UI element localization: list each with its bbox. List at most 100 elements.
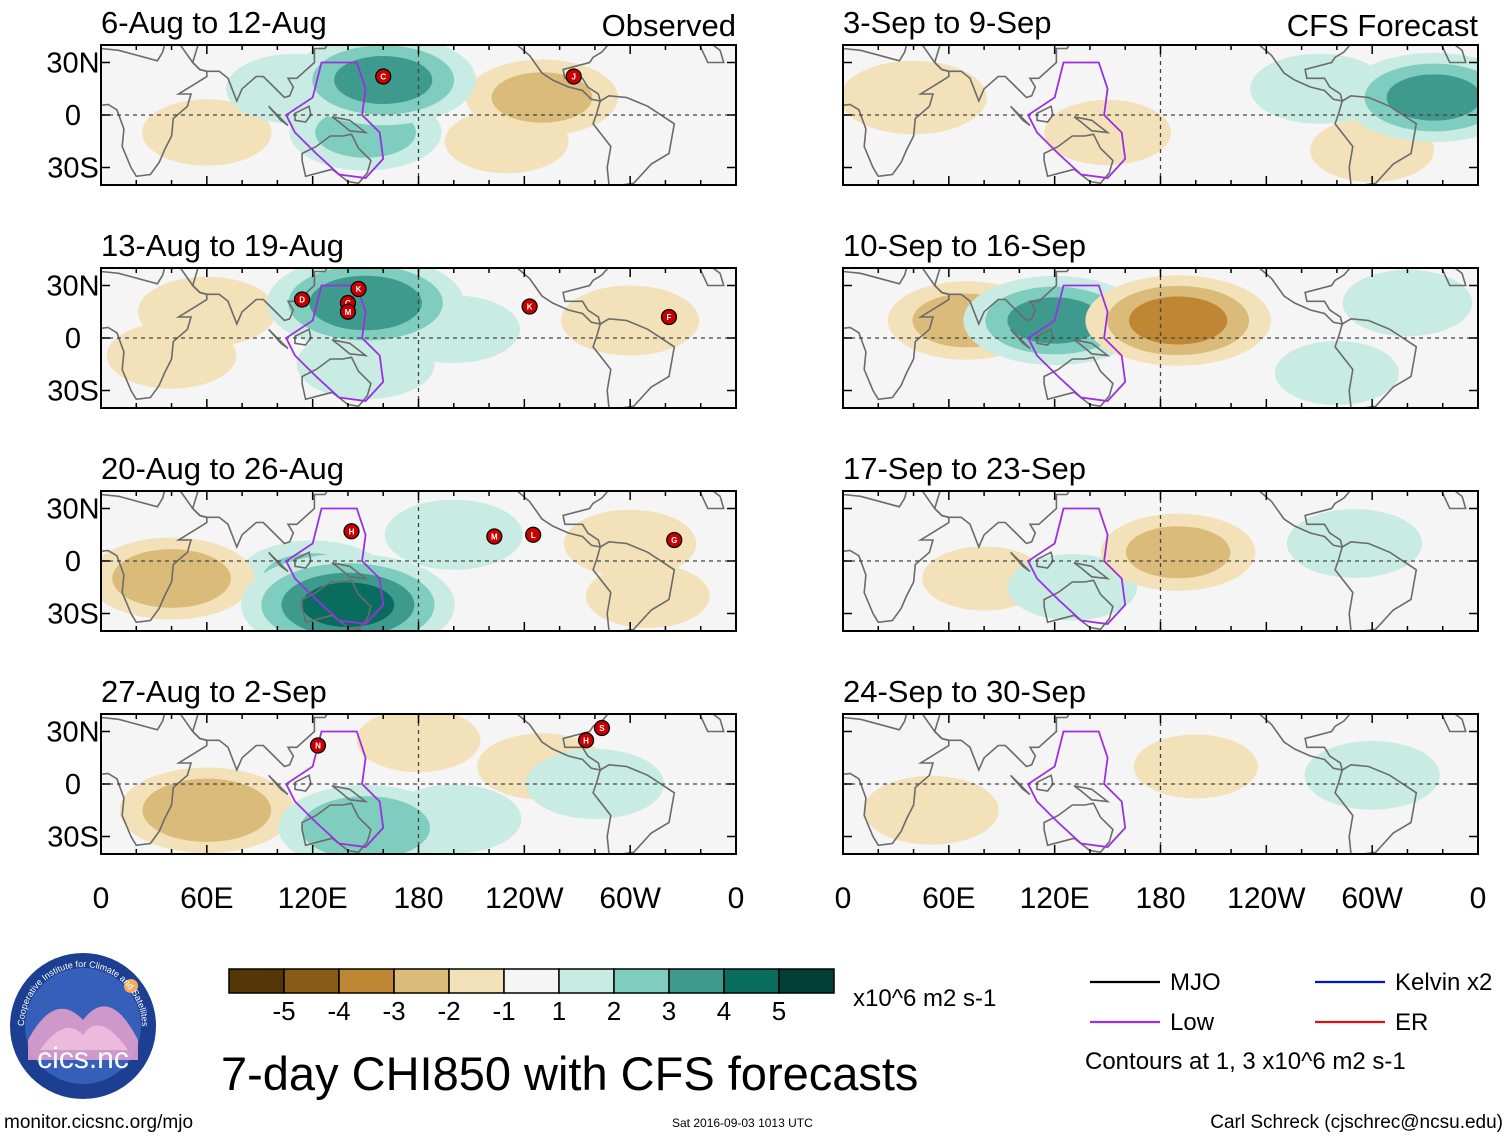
storm-marker: M: [486, 528, 503, 545]
anomaly-contour: [1007, 554, 1138, 621]
panel-title: 10-Sep to 16-Sep: [843, 228, 1086, 263]
storm-marker: L: [525, 526, 542, 543]
x-axis-labels: 0 60E 120E 180 120W 60W 0 0 60E 120E 180 120W 60W 0: [93, 882, 1487, 915]
storm-label: H: [583, 736, 589, 745]
anomaly-contour: [491, 72, 593, 123]
coastline: [1036, 551, 1054, 569]
legend-entry: MJO: [1090, 969, 1221, 996]
colorbar-swatch: [448, 968, 505, 994]
panel-title: 20-Aug to 26-Aug: [101, 451, 344, 486]
colorbar-swatch: [338, 968, 395, 994]
colorbar-swatch: [228, 968, 285, 994]
anomaly-contour: [1286, 509, 1423, 578]
colorbar-tick-label: -1: [492, 996, 515, 1026]
coastline: [1440, 268, 1467, 287]
coastline: [843, 45, 950, 178]
anomaly-contour: [356, 714, 481, 773]
anomaly-contour: [1133, 734, 1258, 799]
map-panel-left-3: 27-Aug to 2-Sep N H S 30N 0 30S: [46, 674, 737, 855]
storm-marker: M: [339, 303, 357, 320]
low-contour: [1027, 507, 1127, 625]
y-tick-label: 30S: [47, 599, 99, 631]
coastline: [294, 105, 312, 123]
coastline: [933, 45, 1071, 104]
storm-label: M: [345, 308, 352, 317]
coastline: [843, 491, 950, 624]
coastline: [331, 562, 369, 580]
map-panel-right-3: 24-Sep to 30-Sep: [842, 674, 1479, 855]
map-panel-right-2: 17-Sep to 23-Sep: [842, 451, 1479, 632]
coastline: [301, 133, 372, 185]
anomaly-contour: [1125, 526, 1231, 579]
panel-title: 6-Aug to 12-Aug: [101, 5, 327, 40]
storm-marker: G: [666, 531, 683, 549]
anomaly-contour: [863, 775, 999, 845]
legend-entry: Kelvin x2: [1315, 969, 1492, 996]
column-label-forecast: CFS Forecast: [1287, 8, 1479, 43]
storm-marker: S: [593, 719, 611, 737]
storm-marker: N: [309, 737, 327, 754]
colorbar-tick-label: -4: [327, 996, 350, 1026]
coastline: [1036, 105, 1054, 123]
coastline: [294, 551, 312, 569]
site-url: monitor.cicsnc.org/mjo: [4, 1112, 193, 1133]
coastline: [331, 116, 369, 134]
coastline: [301, 356, 372, 408]
colorbar-tick-label: 5: [772, 996, 786, 1026]
low-contour: [285, 61, 385, 179]
panel-title: 3-Sep to 9-Sep: [843, 5, 1052, 40]
storm-label: L: [531, 531, 536, 540]
coastline: [1440, 714, 1467, 733]
coastline: [843, 268, 950, 401]
colorbar-swatch: [283, 968, 340, 994]
coastline: [101, 491, 208, 624]
coastline: [1440, 45, 1467, 64]
storm-label: N: [315, 742, 321, 751]
colorbar-swatch: [723, 968, 780, 994]
coastline: [1334, 540, 1418, 631]
anomaly-contour: [142, 778, 272, 842]
coastline: [1009, 551, 1031, 573]
low-contour: [1027, 730, 1127, 848]
panel-title: 27-Aug to 2-Sep: [101, 674, 327, 709]
storm-label: J: [571, 73, 575, 82]
coastline: [1043, 802, 1114, 854]
coastline: [191, 714, 329, 773]
y-tick-label: 30S: [47, 153, 99, 185]
colorbar-tick-label: 1: [552, 996, 566, 1026]
coastline: [1073, 339, 1111, 357]
colorbar-swatch: [778, 968, 835, 994]
storm-label: G: [671, 536, 677, 545]
coastline: [1073, 785, 1111, 803]
coastline: [698, 45, 725, 64]
legend-label: Low: [1170, 1009, 1215, 1036]
x-tick-label: 120W: [485, 882, 564, 915]
y-tick-label: 30N: [46, 48, 99, 80]
anomaly-contour: [1342, 269, 1473, 337]
coastline: [1009, 328, 1031, 350]
legend-label: MJO: [1170, 969, 1221, 996]
x-tick-label: 120E: [278, 882, 348, 915]
legend-label: Kelvin x2: [1395, 969, 1492, 996]
coastline: [1334, 317, 1418, 408]
low-contour: [285, 507, 385, 625]
coastline: [1258, 45, 1352, 103]
coastline: [101, 268, 208, 401]
column-label-observed: Observed: [602, 8, 736, 43]
y-tick-label: 30S: [47, 376, 99, 408]
anomaly-contour: [142, 99, 272, 166]
coastline: [516, 45, 610, 103]
storm-marker: J: [565, 68, 582, 85]
coastline: [1043, 133, 1114, 185]
coastline: [698, 268, 725, 287]
anomaly-contour: [525, 749, 664, 819]
coastline: [1258, 491, 1352, 549]
storm-label: K: [356, 285, 362, 294]
storm-label: K: [527, 303, 533, 312]
coastline: [516, 268, 610, 326]
coastline: [294, 328, 312, 346]
storm-marker: K: [350, 280, 367, 298]
coastline: [933, 491, 1071, 550]
x-tick-label: 0: [1470, 882, 1487, 915]
